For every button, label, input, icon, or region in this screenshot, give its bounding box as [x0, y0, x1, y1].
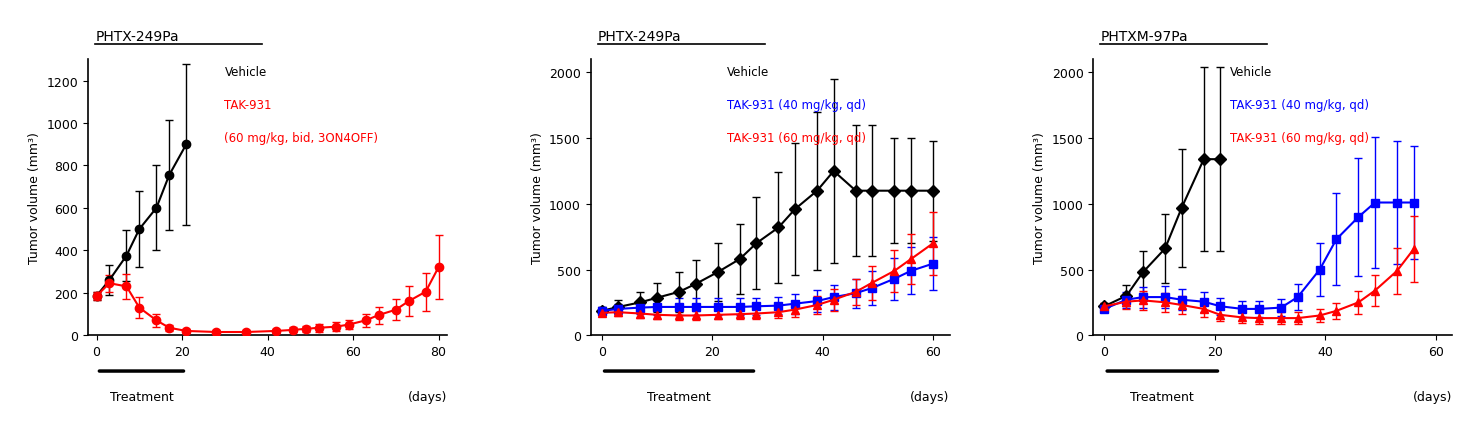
Y-axis label: Tumor volume (mm³): Tumor volume (mm³) [531, 132, 543, 264]
Text: (60 mg/kg, bid, 3ON4OFF): (60 mg/kg, bid, 3ON4OFF) [224, 132, 378, 145]
Text: PHTX-249Pa: PHTX-249Pa [95, 30, 179, 44]
Y-axis label: Tumor volume (mm³): Tumor volume (mm³) [28, 132, 41, 264]
Text: TAK-931: TAK-931 [224, 99, 271, 112]
Text: (days): (days) [911, 390, 949, 403]
Text: Treatment: Treatment [110, 390, 173, 403]
Text: (days): (days) [1413, 390, 1452, 403]
Text: (days): (days) [408, 390, 447, 403]
Y-axis label: Tumor volume (mm³): Tumor volume (mm³) [1033, 132, 1046, 264]
Text: TAK-931 (60 mg/kg, qd): TAK-931 (60 mg/kg, qd) [1229, 132, 1369, 145]
Text: Treatment: Treatment [1131, 390, 1194, 403]
Text: PHTX-249Pa: PHTX-249Pa [599, 30, 682, 44]
Text: TAK-931 (40 mg/kg, qd): TAK-931 (40 mg/kg, qd) [728, 99, 866, 112]
Text: Vehicle: Vehicle [1229, 66, 1272, 79]
Text: Vehicle: Vehicle [728, 66, 769, 79]
Text: Treatment: Treatment [647, 390, 711, 403]
Text: TAK-931 (40 mg/kg, qd): TAK-931 (40 mg/kg, qd) [1229, 99, 1369, 112]
Text: PHTXM-97Pa: PHTXM-97Pa [1100, 30, 1188, 44]
Text: Vehicle: Vehicle [224, 66, 267, 79]
Text: TAK-931 (60 mg/kg, qd): TAK-931 (60 mg/kg, qd) [728, 132, 866, 145]
